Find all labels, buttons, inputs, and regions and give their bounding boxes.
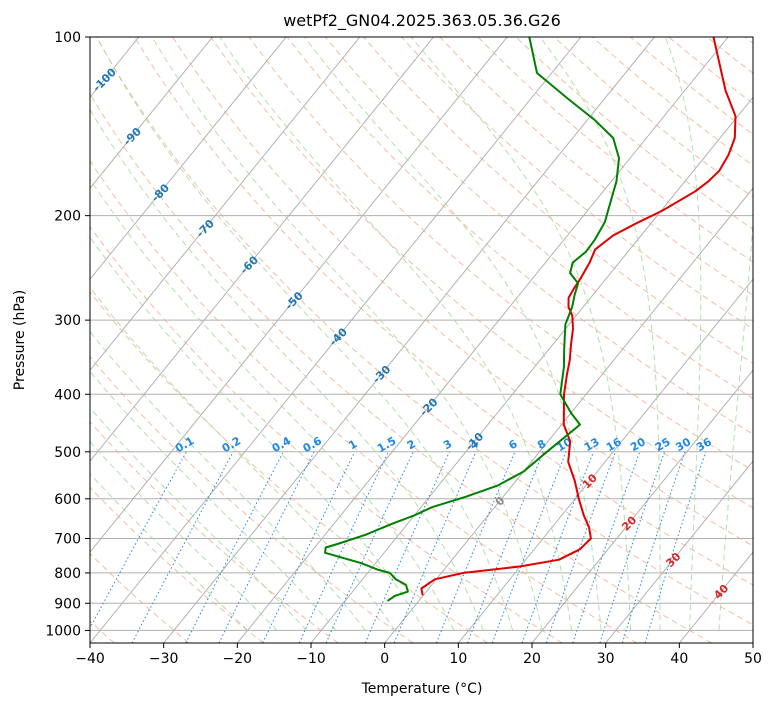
y-tick-label: 900 — [54, 596, 81, 612]
y-tick-label: 400 — [54, 387, 81, 403]
x-tick-label: −20 — [223, 651, 253, 667]
x-tick-label: 40 — [670, 651, 688, 667]
x-tick-label: −10 — [296, 651, 326, 667]
x-tick-label: −40 — [75, 651, 105, 667]
plot-background — [90, 37, 753, 643]
y-tick-label: 100 — [54, 30, 81, 46]
y-tick-label: 500 — [54, 445, 81, 461]
x-tick-label: 30 — [597, 651, 615, 667]
y-tick-label: 300 — [54, 313, 81, 329]
x-axis-label: Temperature (°C) — [361, 681, 483, 697]
x-axis-ticks: −40 −30 −20 −10 0 10 20 30 40 50 — [75, 643, 762, 667]
chart-title: wetPf2_GN04.2025.363.05.36.G26 — [283, 11, 561, 31]
x-tick-label: 50 — [744, 651, 762, 667]
x-tick-label: 20 — [523, 651, 541, 667]
y-tick-label: 200 — [54, 209, 81, 225]
y-tick-label: 700 — [54, 532, 81, 548]
y-axis-ticks: 100 200 300 400 500 600 700 800 900 1000 — [45, 30, 90, 639]
y-tick-label: 1000 — [45, 623, 81, 639]
y-tick-label: 800 — [54, 566, 81, 582]
isotherm-line — [0, 37, 65, 643]
x-tick-label: 10 — [449, 651, 467, 667]
y-tick-label: 600 — [54, 492, 81, 508]
x-tick-label: −30 — [149, 651, 179, 667]
y-axis-label: Pressure (hPa) — [12, 290, 28, 390]
isotherm-line — [753, 37, 775, 643]
x-tick-label: 0 — [380, 651, 389, 667]
